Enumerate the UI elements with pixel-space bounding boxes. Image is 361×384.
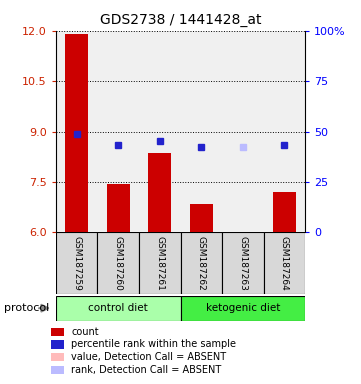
Text: value, Detection Call = ABSENT: value, Detection Call = ABSENT xyxy=(71,352,227,362)
Text: protocol: protocol xyxy=(4,303,49,313)
Bar xyxy=(222,232,264,294)
Text: GSM187261: GSM187261 xyxy=(155,236,164,290)
Text: GSM187259: GSM187259 xyxy=(72,236,81,290)
Bar xyxy=(56,296,180,321)
Text: count: count xyxy=(71,327,99,337)
Text: GSM187263: GSM187263 xyxy=(238,236,247,290)
Text: percentile rank within the sample: percentile rank within the sample xyxy=(71,339,236,349)
Text: ketogenic diet: ketogenic diet xyxy=(205,303,280,313)
Bar xyxy=(264,232,305,294)
Bar xyxy=(107,184,130,232)
Bar xyxy=(148,153,171,232)
Bar xyxy=(139,232,180,294)
Bar xyxy=(97,232,139,294)
Bar xyxy=(65,34,88,232)
Text: GSM187262: GSM187262 xyxy=(197,236,206,290)
Text: control diet: control diet xyxy=(88,303,148,313)
Text: rank, Detection Call = ABSENT: rank, Detection Call = ABSENT xyxy=(71,365,222,375)
Text: GSM187260: GSM187260 xyxy=(114,236,123,290)
Bar xyxy=(190,204,213,232)
Bar xyxy=(180,232,222,294)
Bar xyxy=(56,232,97,294)
Bar xyxy=(273,192,296,232)
Text: GSM187264: GSM187264 xyxy=(280,236,289,290)
Text: GDS2738 / 1441428_at: GDS2738 / 1441428_at xyxy=(100,13,261,27)
Bar xyxy=(180,296,305,321)
